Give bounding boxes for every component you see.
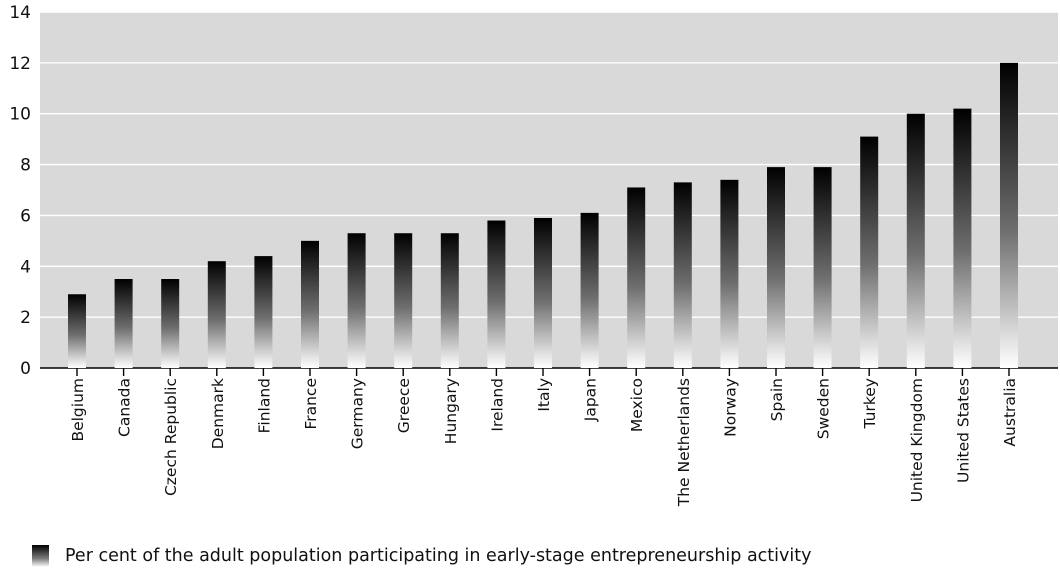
y-tick-label: 4 <box>20 257 31 277</box>
bar <box>254 256 273 368</box>
x-category-label: The Netherlands <box>675 378 693 507</box>
bars <box>68 62 1018 368</box>
x-category-label: Sweden <box>815 378 833 439</box>
x-category-label: Mexico <box>628 378 646 432</box>
x-category-label: Norway <box>721 378 739 437</box>
x-category-label: Turkey <box>861 378 879 429</box>
x-category-label: Czech Republic <box>162 378 180 496</box>
x-category-label: France <box>302 378 320 430</box>
x-category-label: Greece <box>395 378 413 433</box>
x-category-label: Canada <box>116 378 134 437</box>
legend-swatch <box>32 545 49 567</box>
x-axis: Belgium Canada Czech Republic Denmark Finlan… <box>69 368 1019 507</box>
bar <box>440 233 459 368</box>
bar <box>347 233 366 368</box>
bar <box>720 179 739 368</box>
x-category-label: Germany <box>349 378 367 449</box>
bar <box>207 261 226 368</box>
bar <box>534 217 552 368</box>
bar <box>68 294 86 368</box>
bar <box>953 108 972 368</box>
bar <box>906 113 925 368</box>
y-tick-label: 10 <box>9 105 31 125</box>
bar <box>487 220 506 368</box>
y-tick-label: 12 <box>9 54 31 74</box>
x-category-label: Finland <box>255 378 273 433</box>
bar <box>301 240 319 368</box>
bar <box>580 212 599 368</box>
bar <box>860 136 879 368</box>
x-category-label: Hungary <box>442 378 460 444</box>
x-category-label: Japan <box>582 378 600 422</box>
y-tick-label: 14 <box>9 3 31 23</box>
bar <box>161 279 180 368</box>
bar <box>1000 62 1018 368</box>
x-category-label: Spain <box>768 378 786 421</box>
x-category-label: United Kingdom <box>908 378 926 502</box>
x-category-label: Denmark <box>209 378 227 449</box>
bar <box>767 167 785 368</box>
x-category-label: Italy <box>535 378 553 412</box>
bar <box>813 167 832 368</box>
x-category-label: United States <box>954 378 972 483</box>
bar <box>114 279 133 368</box>
x-category-label: Ireland <box>488 378 506 432</box>
bar <box>394 233 413 368</box>
y-tick-label: 8 <box>20 156 31 176</box>
bar <box>673 182 692 368</box>
x-category-label: Australia <box>1001 378 1019 447</box>
legend-label: Per cent of the adult population partici… <box>65 546 812 566</box>
y-tick-label: 0 <box>20 359 31 379</box>
y-tick-label: 6 <box>20 206 31 226</box>
legend: Per cent of the adult population partici… <box>32 545 811 567</box>
y-tick-label: 2 <box>20 308 31 328</box>
x-category-label: Belgium <box>69 378 87 442</box>
bar <box>627 187 646 368</box>
